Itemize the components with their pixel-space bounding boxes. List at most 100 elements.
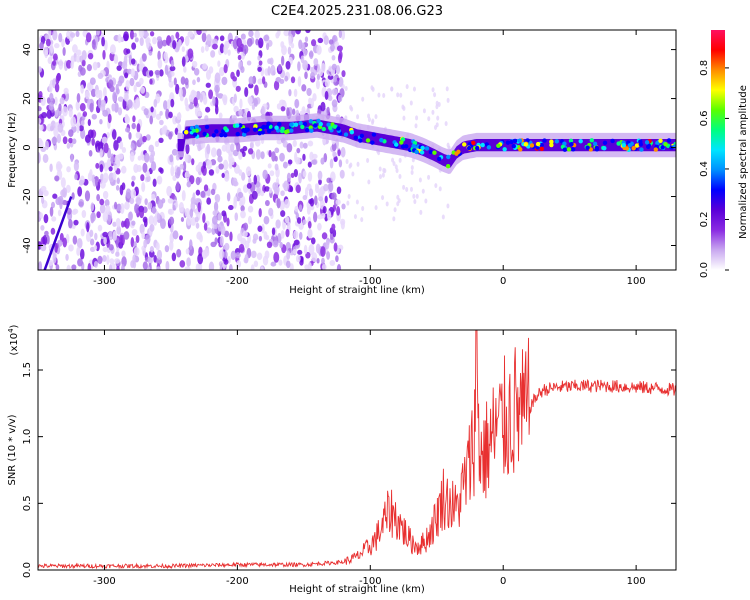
noise-blob (248, 30, 254, 38)
noise-blob (142, 261, 148, 270)
noise-blob (66, 264, 71, 270)
noise-blob (247, 215, 253, 225)
noise-blob (97, 97, 102, 109)
noise-blob (289, 185, 294, 193)
trace-blob (238, 123, 243, 128)
noise-blob (189, 208, 194, 219)
trace-blob (202, 131, 207, 137)
noise-blob (117, 96, 124, 102)
noise-blob (147, 255, 153, 265)
noise-blob (90, 202, 95, 212)
noise-blob (153, 98, 158, 108)
noise-blob (300, 256, 304, 263)
noise-blob (106, 158, 111, 168)
noise-blob (236, 37, 242, 48)
noise-blob (327, 74, 334, 80)
noise-blob (97, 224, 103, 232)
noise-blob (191, 158, 195, 166)
noise-blob (398, 157, 402, 163)
noise-blob (172, 230, 179, 240)
noise-blob (86, 82, 92, 91)
noise-blob (63, 87, 69, 95)
noise-blob (331, 55, 336, 61)
noise-blob (304, 36, 309, 43)
noise-blob (175, 31, 180, 39)
noise-blob (143, 239, 148, 249)
noise-blob (250, 264, 255, 270)
noise-blob (102, 211, 109, 223)
noise-blob (87, 263, 92, 270)
noise-blob (427, 116, 431, 122)
noise-blob (154, 140, 160, 148)
noise-blob (111, 103, 115, 112)
noise-blob (44, 140, 49, 151)
noise-blob (305, 251, 311, 259)
noise-blob (96, 30, 101, 36)
noise-blob (302, 170, 307, 178)
trace-blob (223, 126, 228, 131)
noise-blob (219, 249, 225, 260)
noise-blob (205, 82, 211, 88)
noise-blob (156, 266, 161, 270)
noise-blob (152, 178, 157, 188)
noise-blob (163, 51, 168, 60)
noise-blob (89, 238, 95, 246)
noise-blob (66, 142, 71, 149)
noise-blob (108, 166, 113, 172)
noise-blob (337, 53, 342, 64)
noise-blob (230, 143, 235, 153)
noise-blob (176, 166, 181, 177)
noise-blob (258, 37, 264, 49)
noise-blob (223, 259, 229, 265)
noise-blob (293, 168, 299, 178)
noise-blob (128, 132, 132, 140)
noise-blob (171, 148, 178, 156)
noise-blob (79, 67, 86, 76)
noise-blob (214, 193, 221, 203)
noise-blob (51, 136, 58, 145)
noise-blob (184, 152, 189, 163)
noise-blob (331, 223, 336, 231)
noise-blob (80, 84, 84, 94)
noise-blob (328, 39, 334, 45)
noise-blob (100, 99, 106, 108)
noise-blob (112, 221, 117, 227)
noise-blob (238, 169, 243, 176)
noise-blob (46, 109, 52, 119)
noise-blob (176, 112, 182, 120)
noise-blob (279, 99, 285, 106)
noise-blob (257, 225, 263, 232)
noise-blob (126, 48, 131, 54)
noise-blob (149, 31, 155, 37)
noise-blob (350, 106, 354, 112)
noise-blob (223, 230, 230, 238)
noise-blob (125, 188, 132, 199)
noise-blob (109, 258, 115, 265)
noise-blob (307, 220, 312, 229)
noise-blob (49, 163, 53, 173)
noise-blob (218, 163, 224, 170)
noise-blob (72, 44, 78, 53)
noise-blob (96, 211, 101, 219)
noise-blob (113, 201, 118, 210)
noise-blob (261, 223, 265, 234)
noise-blob (310, 39, 317, 47)
noise-blob (290, 76, 296, 84)
noise-blob (341, 203, 346, 210)
noise-blob (281, 45, 287, 56)
noise-blob (303, 244, 308, 255)
noise-blob (395, 168, 399, 174)
noise-blob (236, 69, 240, 77)
trace-blob (638, 139, 643, 144)
colorbar: 0.0 0.2 0.4 0.6 0.8 Normalized spectral ampl… (699, 30, 749, 278)
noise-blob (217, 155, 223, 163)
noise-blob (166, 99, 171, 110)
noise-blob (226, 217, 230, 227)
noise-blob (330, 43, 335, 52)
noise-blob (178, 87, 183, 98)
noise-blob (258, 235, 263, 242)
noise-blob (51, 216, 57, 222)
noise-blob (280, 106, 286, 112)
noise-blob (322, 205, 327, 214)
trace-blob (365, 138, 371, 143)
